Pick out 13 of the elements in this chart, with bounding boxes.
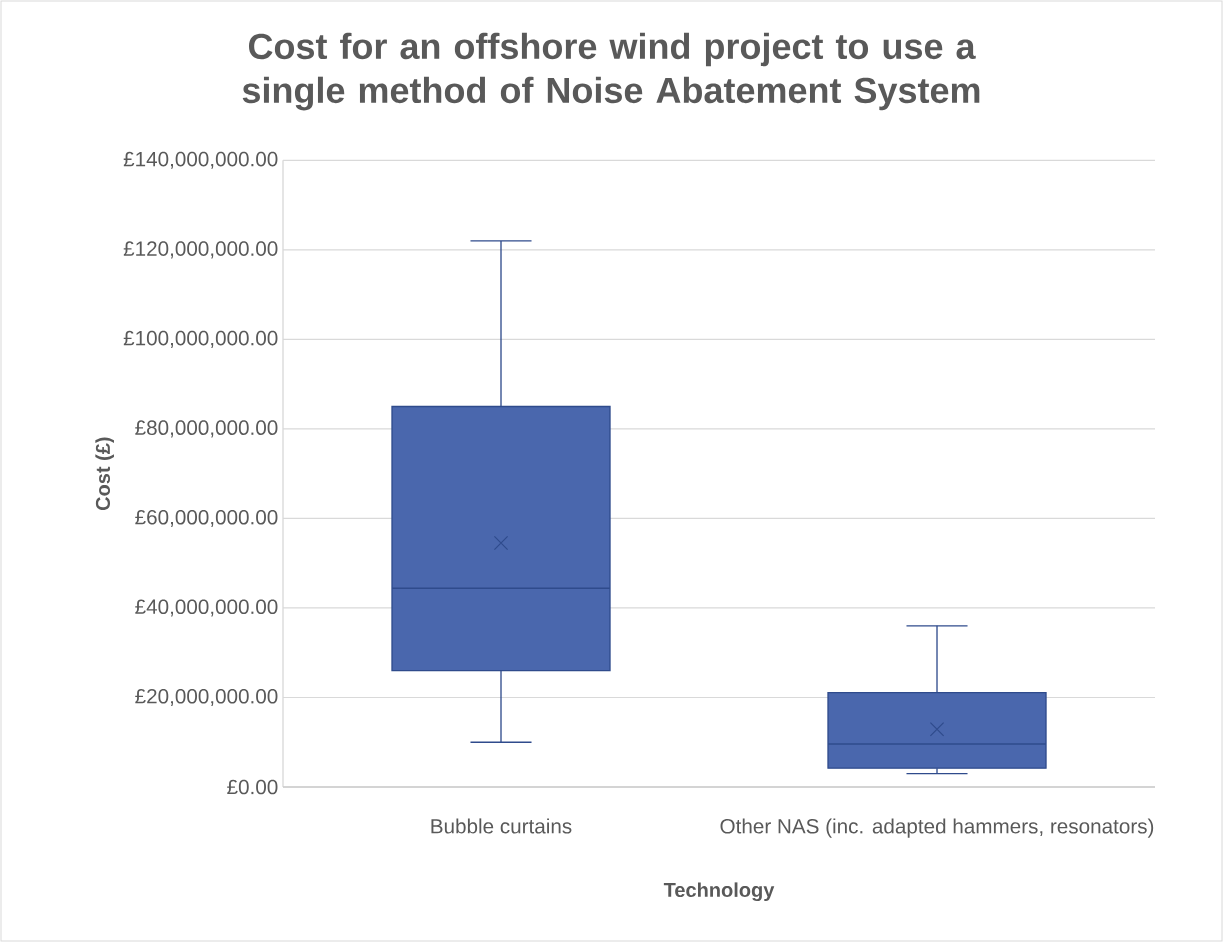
x-tick-label: Other NAS (inc. adapted hammers, resonators) [720,818,1154,838]
chart-title: Cost for an offshore wind project to use a single method of Noise Abatement System [242,32,980,111]
x-axis-title: Technology [663,882,775,902]
x-tick-label: Bubble curtains [431,818,572,834]
y-tick-label: £80,000,000.00 [135,420,278,438]
y-tick-label: £120,000,000.00 [123,241,278,259]
y-axis-title: Cost (£) [95,437,114,511]
y-tick-label: £100,000,000.00 [123,330,278,348]
y-tick-label: £20,000,000.00 [135,688,278,706]
y-tick-label: £0.00 [227,779,278,795]
y-tick-label: £60,000,000.00 [135,509,278,527]
y-tick-label: £140,000,000.00 [123,151,278,169]
y-tick-label: £40,000,000.00 [135,599,278,617]
